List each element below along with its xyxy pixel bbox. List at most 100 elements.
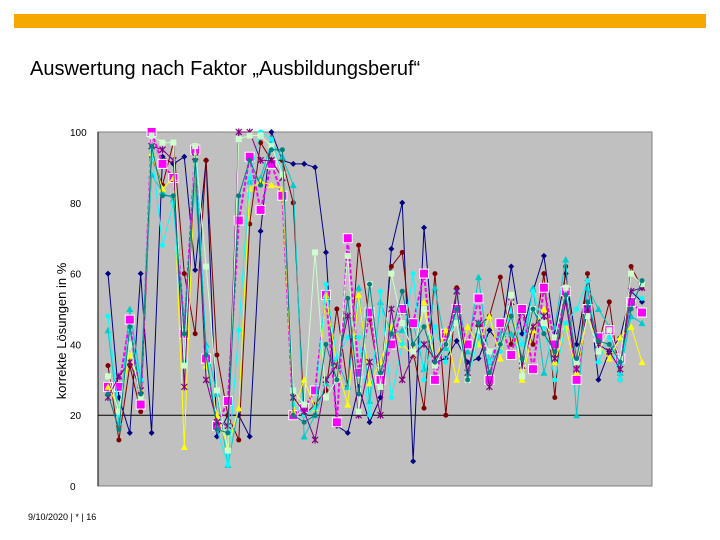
point-s4-15 xyxy=(255,204,266,215)
point-s9-11 xyxy=(214,426,220,432)
point-s2-24 xyxy=(356,242,362,248)
point-s6-21 xyxy=(323,281,329,287)
point-s9-46 xyxy=(595,338,601,344)
point-s1-44 xyxy=(573,341,580,348)
point-s8-12 xyxy=(224,447,231,454)
point-s8-48 xyxy=(617,355,624,362)
series-line-1 xyxy=(107,131,643,462)
point-s9-6 xyxy=(159,193,165,199)
point-s3-31 xyxy=(431,284,439,291)
point-s4-31 xyxy=(429,374,440,385)
point-s9-12 xyxy=(225,430,231,436)
point-s5-37 xyxy=(496,355,504,362)
point-s6-13 xyxy=(236,327,242,333)
point-s9-24 xyxy=(356,391,362,397)
point-s5-16 xyxy=(267,181,275,189)
point-s8-2 xyxy=(115,408,122,415)
point-s2-15 xyxy=(258,140,264,146)
point-s5-39 xyxy=(518,376,526,383)
point-s1-14 xyxy=(246,433,253,440)
point-s5-49 xyxy=(627,323,635,330)
point-s9-22 xyxy=(334,377,340,383)
point-s6-43 xyxy=(563,320,569,326)
point-s6-14 xyxy=(247,175,253,181)
point-s8-23 xyxy=(344,252,351,259)
point-s7-33 xyxy=(453,287,461,295)
point-s1-20 xyxy=(312,164,319,171)
point-s4-4 xyxy=(135,399,146,410)
point-s8-5 xyxy=(148,132,155,139)
point-s6-32 xyxy=(443,359,449,365)
point-s2-11 xyxy=(214,352,220,358)
point-s3-34 xyxy=(464,347,472,355)
point-s1-30 xyxy=(421,224,428,231)
point-s2-45 xyxy=(585,271,591,277)
point-s4-20 xyxy=(310,385,321,396)
point-s7-15 xyxy=(257,156,264,164)
point-s9-10 xyxy=(203,352,209,358)
point-s2-8 xyxy=(181,271,187,277)
point-s8-42 xyxy=(551,334,558,341)
point-s1-3 xyxy=(126,429,133,436)
point-s4-35 xyxy=(473,293,484,304)
point-s3-50 xyxy=(638,319,646,327)
point-s9-35 xyxy=(476,320,482,326)
point-s8-33 xyxy=(453,320,460,327)
point-s2-32 xyxy=(443,412,449,418)
point-s8-14 xyxy=(246,132,253,139)
point-s5-47 xyxy=(605,355,613,362)
point-s1-46 xyxy=(595,376,602,383)
point-s3-26 xyxy=(376,298,384,305)
point-s4-37 xyxy=(495,318,506,329)
point-s2-10 xyxy=(203,157,209,163)
point-s5-30 xyxy=(420,298,428,305)
point-s1-27 xyxy=(388,245,395,252)
point-s6-48 xyxy=(617,377,623,383)
point-s9-48 xyxy=(617,359,623,365)
accent-bar xyxy=(14,14,706,28)
y-tick-label-0: 0 xyxy=(70,482,76,493)
point-s6-29 xyxy=(410,271,416,277)
point-s7-7 xyxy=(169,156,177,164)
point-s2-40 xyxy=(530,341,536,347)
point-s9-17 xyxy=(279,147,285,153)
point-s6-25 xyxy=(367,412,373,418)
point-s8-9 xyxy=(192,143,199,150)
point-s6-27 xyxy=(388,395,394,400)
point-s7-44 xyxy=(573,365,581,373)
point-s9-40 xyxy=(530,306,536,312)
point-s9-27 xyxy=(388,331,394,337)
point-s9-28 xyxy=(399,288,405,294)
point-s1-1 xyxy=(105,270,111,277)
point-s2-4 xyxy=(138,409,144,415)
point-s9-38 xyxy=(508,313,514,319)
point-s4-12 xyxy=(222,396,233,407)
point-s5-1 xyxy=(104,383,112,390)
point-s3-11 xyxy=(213,390,221,397)
point-s9-42 xyxy=(552,348,558,354)
point-s7-16 xyxy=(268,156,275,164)
point-s1-16 xyxy=(268,129,275,135)
point-s9-15 xyxy=(258,182,264,188)
point-s6-23 xyxy=(345,334,351,340)
point-s8-21 xyxy=(322,394,329,401)
y-tick-label-60: 60 xyxy=(70,270,82,281)
point-s9-21 xyxy=(323,341,329,347)
point-s1-38 xyxy=(508,263,515,270)
point-s7-26 xyxy=(377,411,384,419)
slide-footer: 9/10/2020 | * | 16 xyxy=(28,512,97,522)
point-s1-36 xyxy=(486,327,493,334)
point-s4-36 xyxy=(484,374,495,385)
point-s6-26 xyxy=(377,288,383,294)
point-s7-42 xyxy=(551,355,559,363)
point-s3-24 xyxy=(355,284,363,291)
point-s4-27 xyxy=(386,339,397,350)
point-s2-1 xyxy=(105,363,111,369)
point-s9-29 xyxy=(410,341,416,347)
point-s7-25 xyxy=(366,358,373,366)
point-s4-38 xyxy=(506,350,517,361)
point-s9-16 xyxy=(268,147,274,153)
point-s9-23 xyxy=(345,295,351,301)
point-s9-43 xyxy=(563,292,569,298)
point-s2-41 xyxy=(541,271,547,277)
